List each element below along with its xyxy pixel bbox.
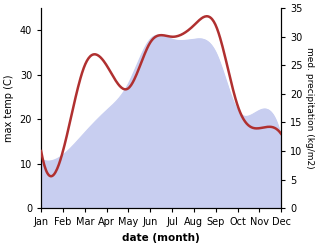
Y-axis label: med. precipitation (kg/m2): med. precipitation (kg/m2) bbox=[305, 47, 314, 169]
X-axis label: date (month): date (month) bbox=[122, 233, 200, 243]
Y-axis label: max temp (C): max temp (C) bbox=[4, 74, 14, 142]
